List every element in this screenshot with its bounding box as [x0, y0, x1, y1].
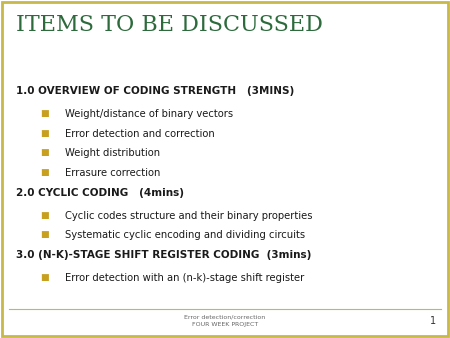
Text: Error detection and correction: Error detection and correction [65, 129, 215, 139]
Text: ■: ■ [40, 109, 49, 118]
Text: ■: ■ [40, 168, 49, 177]
Text: Errasure correction: Errasure correction [65, 168, 161, 178]
Text: 2.0 CYCLIC CODING   (4mins): 2.0 CYCLIC CODING (4mins) [16, 188, 184, 198]
Text: Cyclic codes structure and their binary properties: Cyclic codes structure and their binary … [65, 211, 313, 221]
Text: Error detection/correction: Error detection/correction [184, 314, 266, 319]
Text: 3.0 (N-K)-STAGE SHIFT REGISTER CODING  (3mins): 3.0 (N-K)-STAGE SHIFT REGISTER CODING (3… [16, 250, 311, 260]
Text: ■: ■ [40, 273, 49, 282]
Text: FOUR WEEK PROJECT: FOUR WEEK PROJECT [192, 322, 258, 327]
Text: Systematic cyclic encoding and dividing circuits: Systematic cyclic encoding and dividing … [65, 230, 306, 240]
Text: ■: ■ [40, 230, 49, 239]
Text: Weight/distance of binary vectors: Weight/distance of binary vectors [65, 109, 234, 119]
Text: Weight distribution: Weight distribution [65, 148, 160, 159]
Text: 1: 1 [430, 316, 436, 326]
Text: ■: ■ [40, 148, 49, 158]
Text: ■: ■ [40, 129, 49, 138]
Text: ■: ■ [40, 211, 49, 220]
Text: Error detection with an (n-k)-stage shift register: Error detection with an (n-k)-stage shif… [65, 273, 305, 283]
Text: 1.0 OVERVIEW OF CODING STRENGTH   (3MINS): 1.0 OVERVIEW OF CODING STRENGTH (3MINS) [16, 86, 294, 96]
Text: ITEMS TO BE DISCUSSED: ITEMS TO BE DISCUSSED [16, 14, 323, 35]
